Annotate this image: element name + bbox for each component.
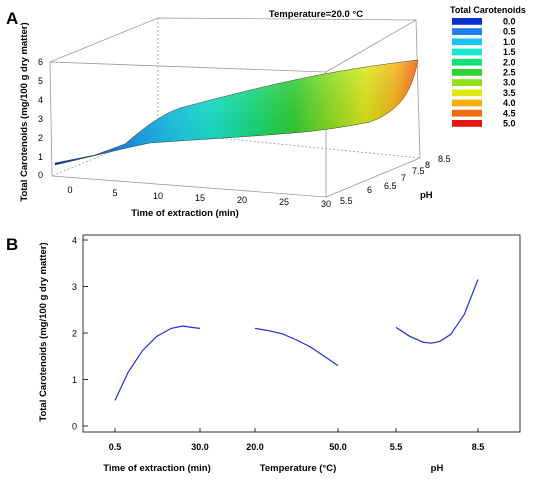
y-axis-title: Total Carotenoids (mg/100 g dry matter): [38, 242, 49, 421]
y-tick-label: 3: [72, 282, 77, 292]
y-axis: 0 1 2 3 4: [72, 236, 88, 432]
factor-name: pH: [431, 463, 444, 474]
panel-letter-a: A: [6, 9, 18, 28]
z-axis-ticks: 6 5 4 3 2 1 0: [38, 57, 43, 180]
x-tick-label: 30: [321, 199, 331, 209]
y-tick-label: 5.5: [340, 196, 353, 206]
legend-swatch: [452, 109, 482, 117]
factor-curve: [254, 327, 339, 367]
x-tick-label: 5: [112, 188, 117, 198]
legend-swatch: [452, 28, 482, 35]
y-tick-label: 1: [72, 375, 77, 385]
legend-label: 3.5: [503, 88, 516, 98]
legend-label: 1.0: [503, 37, 516, 47]
y-tick-label: 6: [367, 185, 372, 195]
z-tick-label: 5: [38, 76, 43, 86]
x-axis-labels: 0.5 30.0 Time of extraction (min) 20.0 50.0 T…: [103, 428, 484, 474]
legend-swatch: [452, 120, 482, 127]
factor-curve: [114, 325, 201, 401]
x-tick-label: 25: [279, 197, 289, 207]
legend-label: 2.0: [503, 57, 516, 67]
legend-label: 0.0: [503, 17, 516, 27]
chart-title: Temperature=20.0 °C: [269, 9, 363, 20]
x-tick-label: 10: [153, 191, 163, 201]
factor-curve: [395, 279, 479, 344]
y-tick-label: 8: [425, 160, 430, 170]
y-tick-label: 2: [72, 329, 77, 339]
y-tick-label: 4: [72, 236, 77, 246]
x-axis-ticks: 0 5 10 15 20 25 30: [67, 185, 331, 209]
x-tick-label: 20: [237, 195, 247, 205]
panel-a: A Temperature=20.0 °C 6 5 4 3 2 1 0 Tota…: [6, 5, 526, 219]
panel-letter-b: B: [6, 235, 18, 254]
z-tick-label: 0: [38, 170, 43, 180]
factor-range-label: 0.5: [109, 442, 122, 452]
factor-name: Time of extraction (min): [103, 463, 211, 474]
y-tick-label: 0: [72, 422, 77, 432]
legend-label: 4.5: [503, 108, 516, 118]
y-tick-label: 6.5: [384, 181, 397, 191]
legend: Total Carotenoids 0.00.51.01.52.02.53.03…: [450, 5, 526, 129]
panel-b: B 0 1 2 3 4 Total Carotenoids (mg/100 g dry …: [6, 234, 521, 474]
factor-range-label: 50.0: [329, 442, 347, 452]
legend-swatch: [452, 38, 482, 46]
y-tick-label: 8.5: [438, 154, 451, 164]
factor-range-label: 30.0: [191, 442, 209, 452]
legend-title: Total Carotenoids: [450, 5, 526, 15]
factor-range-label: 8.5: [472, 442, 485, 452]
x-axis-title: Time of extraction (min): [131, 208, 239, 219]
surface-shading: [55, 60, 418, 165]
x-tick-label: 15: [195, 193, 205, 203]
legend-swatch: [452, 18, 482, 25]
legend-label: 4.0: [503, 98, 516, 108]
factor-curves: [114, 279, 479, 401]
legend-swatch: [452, 79, 482, 86]
y-axis-ticks: 5.5 6 6.5 7 7.5 8 8.5: [340, 154, 451, 206]
y-tick-label: 7.5: [412, 166, 425, 176]
legend-label: 3.0: [503, 78, 516, 88]
legend-swatch: [452, 69, 482, 76]
y-tick-label: 7: [401, 173, 406, 183]
surface-plot-box: [49, 17, 421, 198]
plot-frame: [82, 234, 521, 433]
z-tick-label: 4: [38, 95, 43, 105]
z-axis-title: Total Carotenoids (mg/100 g dry matter): [19, 22, 30, 201]
legend-swatch: [452, 89, 482, 97]
legend-label: 2.5: [503, 68, 516, 78]
factor-range-label: 20.0: [246, 442, 264, 452]
factor-name: Temperature (°C): [260, 463, 336, 474]
legend-swatch: [452, 58, 482, 66]
x-tick-label: 0: [67, 185, 72, 195]
factor-range-label: 5.5: [390, 442, 403, 452]
legend-label: 0.5: [503, 27, 516, 37]
z-tick-label: 2: [38, 133, 43, 143]
z-tick-label: 1: [38, 152, 43, 162]
legend-label: 5.0: [503, 119, 516, 129]
legend-label: 1.5: [503, 47, 516, 57]
z-tick-label: 6: [38, 57, 43, 67]
legend-swatch: [452, 48, 482, 56]
y-axis-title: pH: [420, 190, 433, 201]
z-tick-label: 3: [38, 114, 43, 124]
legend-swatch: [452, 99, 482, 107]
